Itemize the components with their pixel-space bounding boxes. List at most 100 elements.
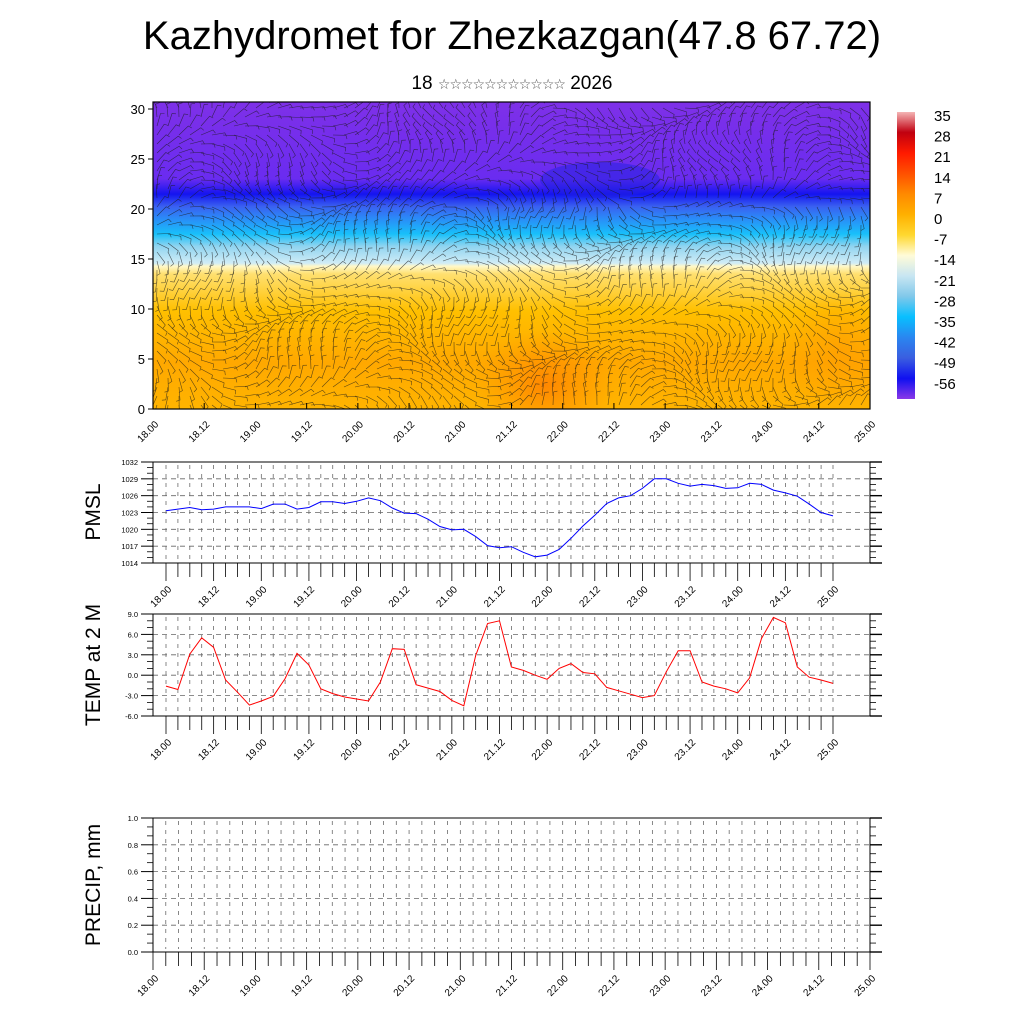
wind-barb: [706, 332, 714, 348]
wind-barb: [189, 233, 202, 245]
wind-barb: [651, 283, 658, 298]
wind-barb: [772, 106, 786, 118]
wind-barb: [332, 123, 348, 128]
wind-barb: [827, 174, 843, 181]
wind-barb: [670, 138, 675, 154]
wind-barb: [431, 159, 443, 172]
wind-barb: [508, 251, 520, 264]
wind-barb: [563, 352, 578, 361]
y-tick-label: 0.6: [128, 868, 138, 877]
wind-barb: [376, 203, 386, 217]
wind-barb: [717, 386, 724, 402]
wind-barb: [640, 141, 652, 154]
wind-barb: [299, 125, 313, 134]
wind-barb: [376, 104, 385, 118]
wind-barb: [332, 366, 344, 379]
wind-barb: [332, 294, 348, 299]
wind-barb: [709, 359, 719, 373]
wind-barb: [805, 130, 821, 136]
wind-barb: [728, 112, 736, 127]
wind-barb: [596, 116, 608, 129]
wind-barb: [332, 152, 345, 163]
wind-barb: [585, 350, 600, 361]
wind-barb: [541, 251, 554, 264]
wind-barb: [794, 269, 799, 285]
wind-barb: [743, 157, 752, 172]
wind-barb: [579, 206, 587, 221]
x-tick-label: 25.00: [816, 584, 842, 610]
wind-barb: [386, 111, 391, 127]
wind-barb: [431, 296, 437, 312]
x-tick-label: 22.12: [597, 419, 623, 445]
wind-barb: [522, 215, 532, 229]
x-tick-label: 22.12: [577, 584, 603, 610]
wind-barb: [431, 377, 444, 390]
wind-barb: [178, 251, 183, 267]
wind-barb: [673, 107, 687, 116]
wind-barb: [772, 395, 784, 409]
wind-barb: [473, 102, 477, 109]
colorbar-label: -56: [934, 376, 956, 393]
wind-barb: [167, 161, 182, 172]
wind-barb: [651, 206, 666, 214]
wind-barb: [299, 152, 306, 168]
wind-barb: [720, 166, 730, 181]
wind-barb: [321, 161, 331, 176]
wind-barb: [310, 365, 319, 379]
wind-barb: [728, 323, 737, 339]
wind-barb: [849, 177, 865, 183]
wind-barb: [409, 186, 420, 199]
wind-barb: [717, 184, 724, 199]
wind-barb: [201, 269, 213, 282]
wind-barb: [519, 296, 524, 312]
wind-barb: [189, 323, 200, 337]
wind-barb: [607, 224, 618, 239]
x-tick-label: 24.00: [750, 419, 776, 445]
wind-barb: [409, 249, 421, 262]
wind-barb: [662, 307, 677, 316]
wind-barb: [442, 226, 457, 235]
wind-barb: [266, 278, 273, 294]
wind-barb: [365, 341, 379, 352]
wind-barb: [761, 105, 774, 118]
wind-barb: [585, 290, 601, 298]
wind-barb: [403, 120, 411, 136]
wind-barb: [277, 355, 284, 370]
wind-barb: [409, 198, 424, 208]
wind-barb: [739, 404, 746, 409]
wind-barb: [662, 368, 676, 377]
wind-barb: [240, 287, 246, 303]
wind-barb: [673, 228, 689, 235]
wind-barb: [780, 224, 786, 240]
wind-barb: [662, 350, 675, 362]
wind-barb: [172, 296, 180, 311]
wind-barb: [166, 102, 171, 118]
wind-barb: [376, 197, 390, 208]
wind-barb: [200, 215, 215, 223]
wind-barb: [495, 341, 500, 357]
wind-barb: [288, 223, 304, 228]
wind-barb: [552, 314, 563, 329]
wind-barb: [550, 197, 555, 213]
wind-barb: [860, 377, 870, 379]
wind-barb: [277, 365, 287, 379]
wind-barb: [244, 327, 260, 334]
wind-barb: [200, 103, 209, 118]
wind-barb: [541, 269, 555, 278]
wind-barb: [299, 134, 311, 147]
wind-barb: [343, 404, 352, 409]
wind-barb: [662, 234, 677, 244]
wind-barb: [585, 197, 593, 213]
wind-barb: [849, 152, 863, 163]
wind-barb: [794, 102, 810, 109]
wind-barb: [213, 287, 224, 301]
wind-barb: [838, 107, 852, 118]
wind-barb: [321, 214, 335, 226]
wind-barb: [827, 350, 838, 364]
wind-barb: [541, 341, 553, 354]
wind-barb: [828, 242, 840, 255]
wind-barb: [781, 260, 786, 276]
wind-barb: [584, 390, 589, 406]
wind-barb: [543, 215, 554, 229]
wind-barb: [354, 294, 370, 299]
